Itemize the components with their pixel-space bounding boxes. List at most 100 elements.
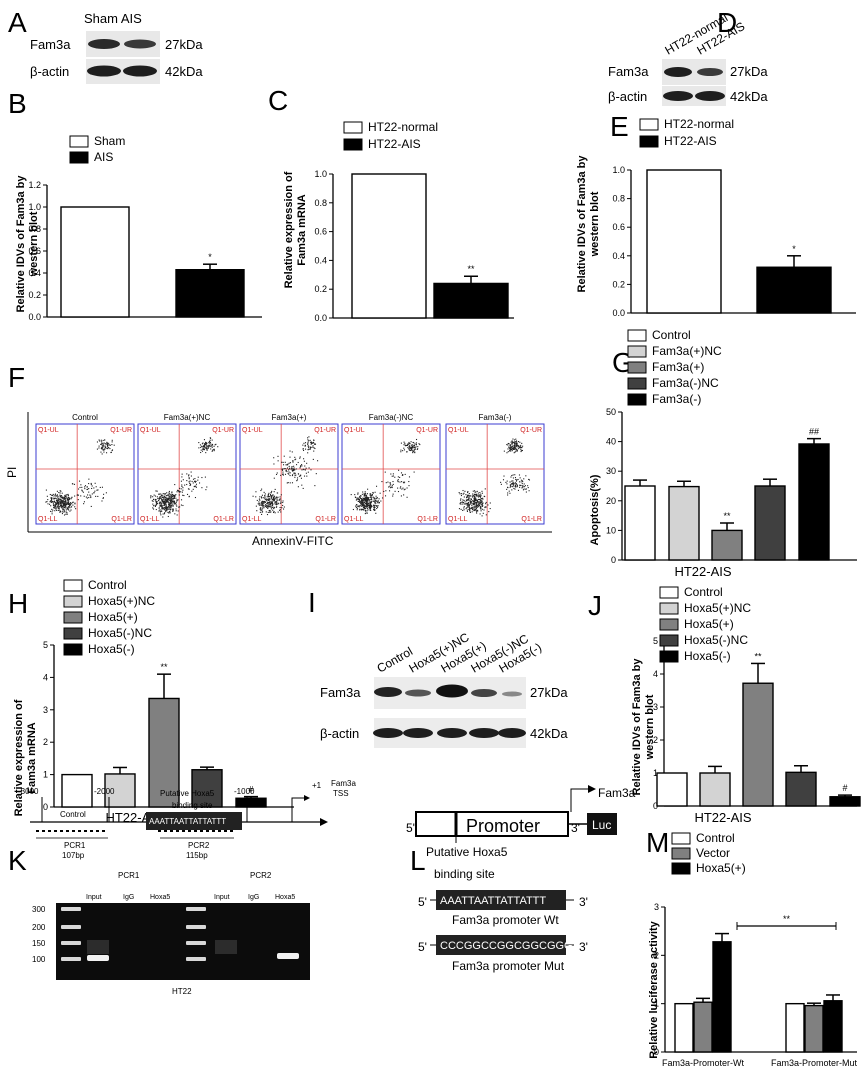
flow-event-dot: [480, 497, 482, 500]
flow-event-dot: [372, 496, 374, 498]
flow-event-dot: [517, 446, 519, 448]
flow-event-dot: [68, 498, 71, 500]
flow-event-dot: [172, 508, 174, 510]
flow-event-dot: [465, 508, 467, 510]
flow-event-dot: [370, 505, 373, 507]
flow-event-dot: [91, 493, 93, 495]
flow-event-dot: [367, 503, 369, 505]
flow-event-dot: [364, 491, 366, 493]
flow-event-dot: [182, 487, 184, 489]
flow-event-dot: [65, 513, 67, 515]
flow-event-dot: [175, 510, 177, 512]
flow-event-dot: [289, 472, 291, 474]
bar: [693, 1001, 713, 1053]
flow-event-dot: [53, 500, 55, 502]
flow-event-dot: [173, 497, 176, 499]
panel-label-b: B: [8, 88, 27, 119]
flow-event-dot: [159, 512, 162, 514]
flow-event-dot: [371, 500, 373, 502]
flow-event-dot: [62, 500, 65, 502]
flow-event-dot: [476, 490, 478, 492]
flow-event-dot: [261, 503, 263, 505]
flow-event-dot: [58, 509, 60, 511]
flow-event-dot: [261, 494, 263, 496]
panel-d-blot: HT22-normal HT22-AIS Fam3a 27kDa β-actin…: [608, 10, 768, 106]
flow-event-dot: [161, 500, 163, 503]
flow-event-dot: [356, 499, 358, 501]
flow-event-dot: [365, 499, 367, 502]
flow-event-dot: [59, 496, 61, 498]
flow-event-dot: [370, 493, 372, 495]
flow-event-dot: [101, 500, 103, 502]
flow-event-dot: [262, 501, 264, 503]
flow-event-dot: [474, 497, 476, 499]
flow-event-dot: [373, 499, 375, 501]
flow-event-dot: [485, 503, 487, 505]
l-mut-seq: CCCGGCCGGCGGCGGG: [440, 940, 573, 952]
flow-event-dot: [475, 506, 477, 508]
x-tick-label: Fam3a-Promoter-Wt: [662, 1058, 745, 1068]
flow-xlabel: AnnexinV-FITC: [252, 534, 334, 548]
flow-event-dot: [294, 469, 296, 471]
flow-event-dot: [460, 508, 462, 510]
flow-event-dot: [63, 498, 65, 500]
flow-event-dot: [65, 504, 67, 506]
flow-event-dot: [376, 505, 378, 507]
flow-event-dot: [45, 489, 47, 491]
flow-event-dot: [269, 505, 271, 507]
y-tick-label: 0.8: [612, 194, 625, 204]
significance-marker: **: [723, 511, 731, 521]
flow-event-dot: [63, 497, 65, 499]
flow-event-dot: [157, 497, 159, 500]
flow-event-dot: [308, 436, 310, 438]
flow-event-dot: [294, 476, 296, 478]
flow-event-dot: [475, 499, 477, 501]
flow-event-dot: [267, 507, 269, 509]
flow-event-dot: [394, 476, 396, 478]
flow-event-dot: [478, 503, 481, 505]
flow-event-dot: [67, 507, 69, 509]
flow-event-dot: [513, 446, 515, 448]
flow-event-dot: [265, 505, 267, 507]
flow-event-dot: [154, 495, 157, 497]
flow-event-dot: [476, 499, 478, 501]
legend-swatch: [659, 586, 679, 599]
flow-event-dot: [471, 500, 473, 502]
quadrant-label: Q1-LL: [448, 516, 468, 523]
flow-event-dot: [476, 494, 478, 496]
flow-event-dot: [59, 490, 61, 492]
flow-event-dot: [181, 476, 183, 478]
flow-event-dot: [67, 497, 69, 499]
flow-event-dot: [517, 478, 519, 481]
flow-event-dot: [282, 501, 284, 504]
flow-event-dot: [273, 495, 275, 497]
flow-event-dot: [515, 450, 517, 452]
flow-event-dot: [404, 481, 406, 483]
flow-event-dot: [282, 461, 284, 463]
flow-event-dot: [96, 441, 98, 443]
flow-event-dot: [283, 455, 285, 457]
flow-event-dot: [419, 443, 421, 446]
flow-event-dot: [63, 503, 66, 505]
flow-event-dot: [267, 511, 269, 513]
legend-label: AIS: [94, 150, 113, 164]
quadrant-label: Q1-UL: [448, 427, 469, 434]
legend-swatch: [69, 135, 89, 148]
flow-event-dot: [268, 503, 270, 505]
flow-event-dot: [95, 486, 97, 488]
flow-event-dot: [54, 507, 56, 509]
flow-event-dot: [54, 510, 56, 512]
flow-event-dot: [512, 441, 514, 443]
flow-event-dot: [64, 500, 66, 502]
y-tick-label: 0: [43, 802, 48, 812]
flow-event-dot: [169, 508, 171, 510]
flow-event-dot: [56, 495, 58, 497]
flow-event-dot: [268, 505, 270, 507]
flow-event-dot: [356, 507, 359, 509]
legend-swatch: [671, 847, 691, 860]
flow-event-dot: [64, 501, 67, 503]
flow-event-dot: [49, 493, 51, 496]
gel-header-pcr2: PCR2: [250, 871, 272, 880]
gel-ladder-label: 150: [32, 939, 46, 948]
flow-event-dot: [166, 492, 168, 494]
